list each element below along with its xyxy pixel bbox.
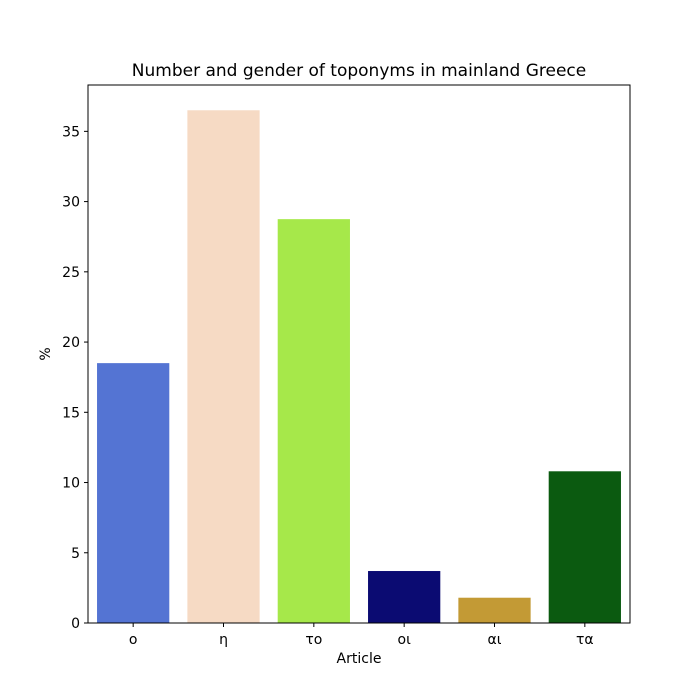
bar-2 (277, 219, 350, 624)
x-axis: ο η το οι αι τα (129, 623, 594, 648)
y-axis-label: % (38, 347, 54, 360)
y-tick-label: 30 (62, 195, 80, 211)
x-tick-label: τα (576, 632, 594, 648)
y-tick-label: 10 (62, 476, 80, 492)
y-tick-label: 0 (71, 616, 80, 632)
y-tick-label: 20 (62, 335, 80, 351)
bar-5 (548, 471, 621, 623)
x-tick-label: η (219, 632, 228, 648)
chart-title: Number and gender of toponyms in mainlan… (132, 61, 586, 81)
bar-0 (97, 363, 170, 623)
y-tick-label: 5 (71, 546, 80, 562)
x-tick-label: οι (398, 632, 412, 648)
plot-area-frame (87, 84, 631, 624)
y-tick-label: 25 (62, 265, 80, 281)
bars-group (97, 110, 621, 624)
y-tick-label: 15 (62, 405, 80, 421)
bar-1 (187, 110, 260, 623)
bar-4 (458, 597, 531, 623)
x-tick-label: ο (129, 632, 138, 648)
y-tick-label: 35 (62, 124, 80, 140)
bar-3 (368, 571, 441, 623)
x-tick-label: αι (488, 632, 502, 648)
x-axis-label: Article (337, 651, 382, 667)
y-axis: 0 5 10 15 20 25 30 35 (62, 124, 88, 632)
x-tick-label: το (305, 632, 322, 648)
